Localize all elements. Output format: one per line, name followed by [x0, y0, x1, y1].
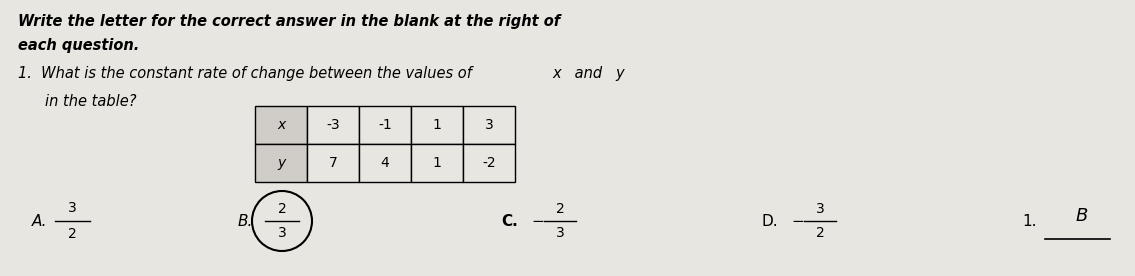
FancyBboxPatch shape	[255, 144, 306, 182]
Text: y: y	[615, 66, 623, 81]
Text: 1.  What is the constant rate of change between the values of: 1. What is the constant rate of change b…	[18, 66, 477, 81]
Text: 3: 3	[485, 118, 494, 132]
Text: 3: 3	[68, 201, 76, 215]
FancyBboxPatch shape	[411, 144, 463, 182]
FancyBboxPatch shape	[411, 106, 463, 144]
Text: −: −	[791, 214, 805, 229]
FancyBboxPatch shape	[306, 106, 359, 144]
FancyBboxPatch shape	[255, 106, 306, 144]
Text: −: −	[531, 214, 545, 229]
Text: 7: 7	[329, 156, 337, 170]
Text: C.: C.	[502, 214, 519, 229]
Text: 2: 2	[278, 202, 286, 216]
Text: A.: A.	[32, 214, 48, 229]
Text: -2: -2	[482, 156, 496, 170]
FancyBboxPatch shape	[359, 106, 411, 144]
Text: 4: 4	[380, 156, 389, 170]
Text: Write the letter for the correct answer in the blank at the right of: Write the letter for the correct answer …	[18, 14, 561, 29]
Text: 3: 3	[816, 202, 824, 216]
Text: x: x	[277, 118, 285, 132]
Text: 2: 2	[68, 227, 76, 241]
Text: 1: 1	[432, 156, 442, 170]
Text: 1: 1	[432, 118, 442, 132]
Text: x: x	[552, 66, 561, 81]
Text: -1: -1	[378, 118, 392, 132]
Text: 1.: 1.	[1023, 214, 1037, 229]
Text: -3: -3	[326, 118, 339, 132]
Text: in the table?: in the table?	[45, 94, 136, 109]
Text: 3: 3	[278, 226, 286, 240]
Text: each question.: each question.	[18, 38, 140, 53]
Text: 2: 2	[816, 226, 824, 240]
FancyBboxPatch shape	[463, 144, 515, 182]
FancyBboxPatch shape	[463, 106, 515, 144]
Text: 3: 3	[556, 226, 564, 240]
Text: B.: B.	[237, 214, 253, 229]
FancyBboxPatch shape	[359, 144, 411, 182]
Text: 2: 2	[556, 202, 564, 216]
Text: and: and	[570, 66, 607, 81]
Text: B: B	[1076, 207, 1088, 225]
Text: y: y	[277, 156, 285, 170]
FancyBboxPatch shape	[306, 144, 359, 182]
Text: D.: D.	[762, 214, 779, 229]
